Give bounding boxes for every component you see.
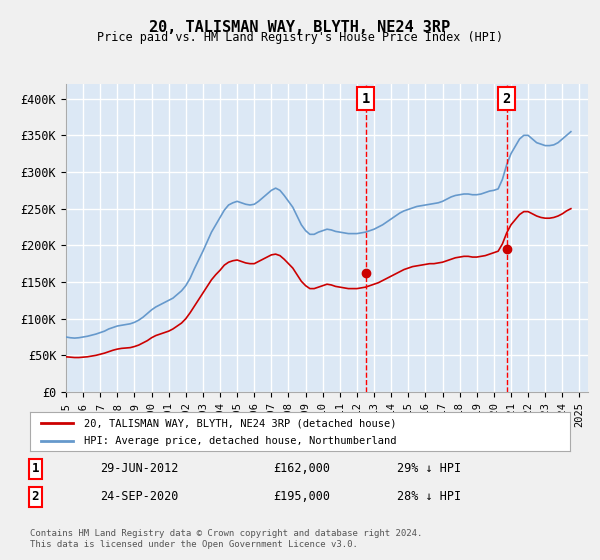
Text: HPI: Average price, detached house, Northumberland: HPI: Average price, detached house, Nort… bbox=[84, 436, 397, 446]
Text: £195,000: £195,000 bbox=[273, 491, 330, 503]
Text: 24-SEP-2020: 24-SEP-2020 bbox=[100, 491, 179, 503]
Text: Contains HM Land Registry data © Crown copyright and database right 2024.
This d: Contains HM Land Registry data © Crown c… bbox=[30, 529, 422, 549]
Text: Price paid vs. HM Land Registry's House Price Index (HPI): Price paid vs. HM Land Registry's House … bbox=[97, 31, 503, 44]
Text: 29% ↓ HPI: 29% ↓ HPI bbox=[397, 463, 461, 475]
Text: 29-JUN-2012: 29-JUN-2012 bbox=[100, 463, 179, 475]
Text: £162,000: £162,000 bbox=[273, 463, 330, 475]
Text: 1: 1 bbox=[361, 92, 370, 106]
Text: 1: 1 bbox=[32, 463, 39, 475]
Text: 2: 2 bbox=[503, 92, 511, 106]
Text: 2: 2 bbox=[32, 491, 39, 503]
Text: 20, TALISMAN WAY, BLYTH, NE24 3RP (detached house): 20, TALISMAN WAY, BLYTH, NE24 3RP (detac… bbox=[84, 418, 397, 428]
Text: 20, TALISMAN WAY, BLYTH, NE24 3RP: 20, TALISMAN WAY, BLYTH, NE24 3RP bbox=[149, 20, 451, 35]
Text: 28% ↓ HPI: 28% ↓ HPI bbox=[397, 491, 461, 503]
